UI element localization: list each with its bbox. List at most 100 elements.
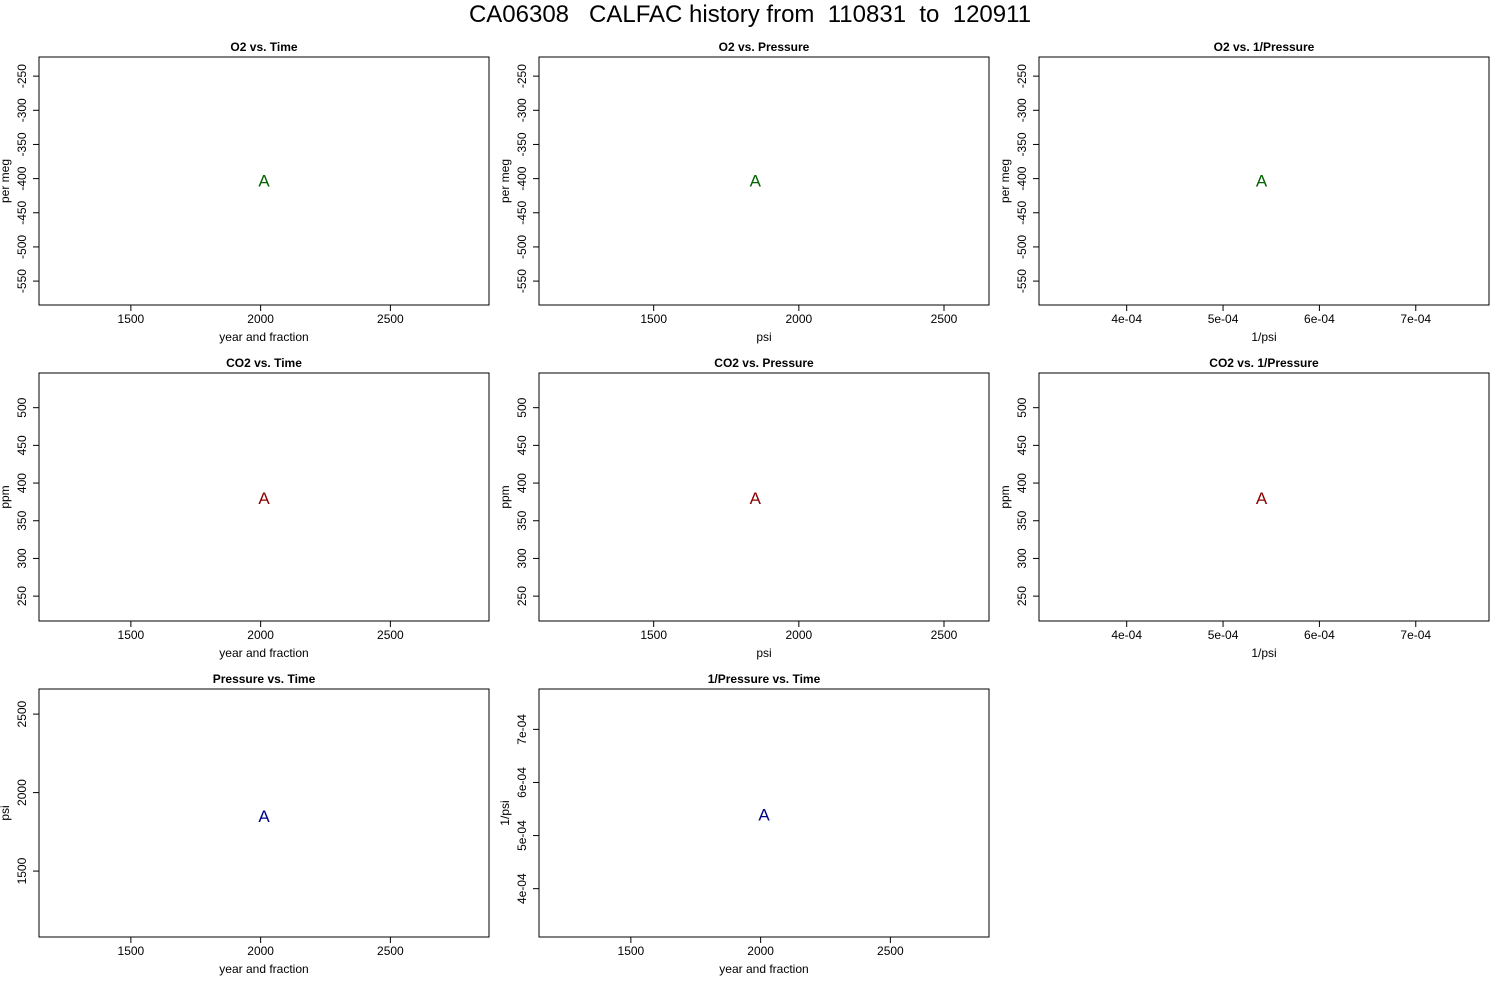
x-tick-label: 1500 [618,944,645,958]
data-point: A [1256,172,1268,191]
x-tick-label: 2000 [785,312,812,326]
y-tick-label: -500 [15,235,29,259]
x-tick-label: 2500 [377,944,404,958]
chart-title: O2 vs. Time [230,40,297,54]
y-tick-label: 300 [15,548,29,568]
y-tick-label: 250 [15,586,29,606]
x-tick-label: 1500 [118,628,145,642]
x-tick-label: 1500 [118,312,145,326]
y-tick-label: -400 [515,166,529,190]
x-axis-label: psi [756,646,771,660]
y-tick-label: -450 [15,200,29,224]
x-axis-label: year and fraction [219,330,308,344]
y-tick-label: 300 [1015,548,1029,568]
x-tick-label: 1500 [118,944,145,958]
y-tick-label: -550 [1015,269,1029,293]
data-point: A [750,172,762,191]
y-tick-label: -300 [1015,98,1029,122]
plot-frame [538,688,990,938]
chart-panel: Pressure vs. Time 1500 2000 2500 1500 2000 250… [0,672,490,976]
x-axis-label: psi [756,330,771,344]
x-axis-label: 1/psi [1251,646,1276,660]
y-tick-label: 500 [515,397,529,417]
y-axis-label: per meg [998,159,1012,203]
y-tick-label: -400 [1015,166,1029,190]
y-tick-label: -550 [15,269,29,293]
data-point: A [258,807,270,826]
data-point: A [758,805,770,824]
chart-title: CO2 vs. 1/Pressure [1209,356,1319,370]
chart-title: CO2 vs. Pressure [714,356,814,370]
x-tick-label: 2500 [931,628,958,642]
y-tick-label: 250 [515,586,529,606]
y-tick-label: 2500 [15,700,29,727]
chart-panel: CO2 vs. Time 1500 2000 2500 250 300 350 400 450 5… [0,356,490,660]
y-tick-label: -250 [1015,64,1029,88]
y-axis-label: per meg [498,159,512,203]
y-axis-label: ppm [998,485,1012,508]
x-tick-label: 4e-04 [1111,312,1142,326]
y-tick-label: 350 [515,510,529,530]
chart-panel: O2 vs. Time 1500 2000 2500 -250 -300 -350 -400 -… [0,40,490,344]
y-axis-label: per meg [0,159,12,203]
x-tick-label: 2000 [785,628,812,642]
x-axis-label: year and fraction [219,646,308,660]
y-tick-label: -450 [515,200,529,224]
y-tick-label: 400 [1015,473,1029,493]
x-tick-label: 6e-04 [1304,628,1335,642]
data-point: A [750,489,762,508]
y-tick-label: 6e-04 [515,767,529,798]
data-point: A [258,172,270,191]
y-axis-label: ppm [0,485,12,508]
plot-frame [538,372,990,622]
chart-title: Pressure vs. Time [213,672,316,686]
y-tick-label: -500 [515,235,529,259]
y-tick-label: 500 [15,397,29,417]
chart-title: O2 vs. 1/Pressure [1214,40,1315,54]
x-axis-label: 1/psi [1251,330,1276,344]
y-tick-label: 250 [1015,586,1029,606]
plot-frame [1038,372,1490,622]
plot-frame [38,688,490,938]
x-tick-label: 7e-04 [1400,628,1431,642]
y-tick-label: -350 [1015,132,1029,156]
y-tick-label: 500 [1015,397,1029,417]
y-tick-label: 2000 [15,779,29,806]
data-point: A [258,489,270,508]
x-tick-label: 2000 [247,628,274,642]
y-axis-label: psi [0,805,12,820]
chart-panel: O2 vs. 1/Pressure 4e-04 5e-04 6e-04 7e-04 -25… [998,40,1490,344]
data-point: A [1256,489,1268,508]
y-tick-label: -400 [15,166,29,190]
y-tick-label: -550 [515,269,529,293]
x-tick-label: 2000 [247,312,274,326]
y-tick-label: 400 [515,473,529,493]
y-tick-label: -250 [15,64,29,88]
y-tick-label: 450 [515,435,529,455]
y-tick-label: -250 [515,64,529,88]
x-tick-label: 2500 [377,628,404,642]
x-tick-label: 1500 [640,312,667,326]
y-tick-label: 1500 [15,857,29,884]
y-tick-label: -350 [515,132,529,156]
y-tick-label: -300 [15,98,29,122]
x-tick-label: 7e-04 [1400,312,1431,326]
y-tick-label: 400 [15,473,29,493]
chart-panel: O2 vs. Pressure 1500 2000 2500 -250 -300 -350 -… [498,40,990,344]
y-tick-label: -500 [1015,235,1029,259]
y-tick-label: 350 [1015,510,1029,530]
chart-panel: CO2 vs. Pressure 1500 2000 2500 250 300 350 400… [498,356,990,660]
x-tick-label: 2500 [377,312,404,326]
y-tick-label: 7e-04 [515,714,529,745]
x-tick-label: 2000 [247,944,274,958]
chart-panel: CO2 vs. 1/Pressure 4e-04 5e-04 6e-04 7e-04 25… [998,356,1490,660]
chart-title: 1/Pressure vs. Time [708,672,821,686]
x-tick-label: 1500 [640,628,667,642]
x-axis-label: year and fraction [219,962,308,976]
plot-frame [538,56,990,306]
y-tick-label: -300 [515,98,529,122]
chart-panel: 1/Pressure vs. Time 1500 2000 2500 4e-04 5e-0… [498,672,990,976]
y-tick-label: -350 [15,132,29,156]
plot-frame [1038,56,1490,306]
